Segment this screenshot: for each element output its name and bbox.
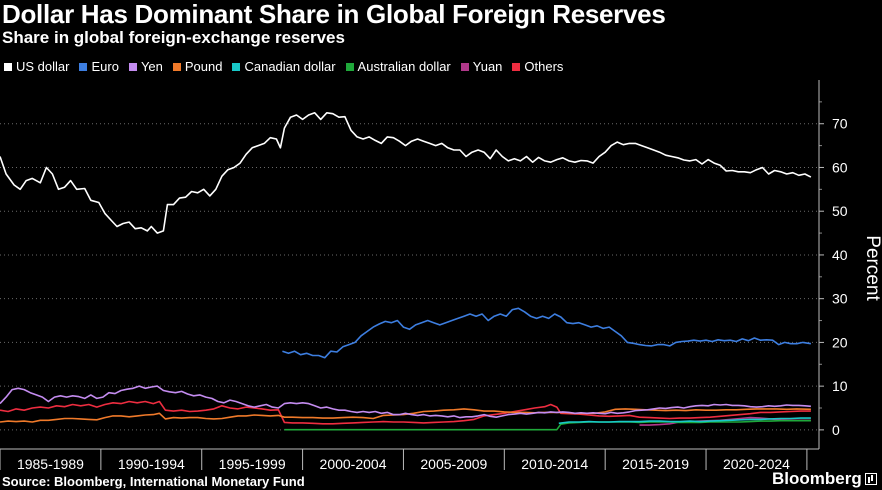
- gridlines: [0, 123, 819, 431]
- legend-item-yuan: Yuan: [460, 59, 503, 74]
- y-tick-label: 40: [832, 247, 848, 263]
- x-tick-label: 1995-1999: [219, 456, 286, 470]
- y-tick-label: 70: [832, 116, 848, 132]
- legend: US dollar Euro Yen Pound Canadian dollar Aust…: [4, 59, 573, 74]
- series-line-yen: [0, 385, 811, 419]
- line-chart: 0 10 20 30 40 50 60 70 1985-1989 1990-1994 1995-1…: [0, 80, 882, 470]
- legend-swatch: [79, 62, 88, 71]
- x-tick-label: 2000-2004: [320, 456, 387, 470]
- chart-title: Dollar Has Dominant Share in Global Fore…: [2, 0, 666, 29]
- series-line-canadian-dollar: [558, 417, 811, 425]
- legend-label: Canadian dollar: [244, 59, 336, 74]
- x-tick-label: 1990-1994: [118, 456, 185, 470]
- series-lines: [0, 112, 812, 431]
- legend-swatch: [128, 62, 137, 71]
- legend-swatch: [232, 62, 241, 71]
- legend-label: Yuan: [472, 59, 503, 74]
- legend-label: US dollar: [16, 59, 70, 74]
- legend-swatch: [4, 62, 12, 71]
- legend-item-yen: Yen: [128, 59, 163, 74]
- x-tick-label: 1985-1989: [17, 456, 84, 470]
- x-tick-label: 2010-2014: [521, 456, 588, 470]
- x-tick-label: 2015-2019: [622, 456, 689, 470]
- bloomberg-logo: Bloomberg: [772, 469, 877, 489]
- y-tick-label: 10: [832, 378, 848, 394]
- y-tick-label: 0: [832, 422, 840, 438]
- legend-item-canadian-dollar: Canadian dollar: [232, 59, 336, 74]
- series-line-others: [0, 400, 811, 425]
- y-tick-label: 60: [832, 159, 848, 175]
- bloomberg-terminal-icon: [864, 473, 877, 485]
- legend-label: Others: [524, 59, 564, 74]
- source-note: Source: Bloomberg, International Monetar…: [2, 474, 305, 489]
- x-tick-label: 2005-2009: [420, 456, 487, 470]
- legend-swatch: [345, 62, 354, 71]
- legend-item-australian-dollar: Australian dollar: [345, 59, 451, 74]
- legend-swatch: [512, 62, 521, 71]
- x-axis: 1985-1989 1990-1994 1995-1999 2000-2004 2005…: [0, 448, 819, 470]
- series-line-pound: [0, 408, 811, 423]
- legend-label: Euro: [91, 59, 119, 74]
- y-tick-label: 50: [832, 203, 848, 219]
- legend-swatch: [172, 62, 181, 71]
- series-line-euro: [282, 307, 812, 359]
- chart-subtitle: Share in global foreign-exchange reserve…: [2, 28, 345, 47]
- legend-item-us-dollar: US dollar: [4, 59, 69, 74]
- legend-item-pound: Pound: [172, 59, 223, 74]
- y-axis-label: Percent: [862, 235, 882, 301]
- y-tick-label: 20: [832, 334, 848, 350]
- legend-label: Yen: [140, 59, 163, 74]
- legend-label: Australian dollar: [357, 59, 451, 74]
- legend-item-others: Others: [512, 59, 563, 74]
- legend-swatch: [460, 62, 469, 71]
- y-axis: 0 10 20 30 40 50 60 70: [818, 80, 848, 449]
- y-tick-label: 30: [832, 291, 848, 307]
- series-line-us-dollar: [0, 112, 812, 234]
- legend-label: Pound: [184, 59, 223, 74]
- legend-item-euro: Euro: [79, 59, 119, 74]
- x-tick-label: 2020-2024: [723, 456, 790, 470]
- brand-name: Bloomberg: [772, 469, 862, 488]
